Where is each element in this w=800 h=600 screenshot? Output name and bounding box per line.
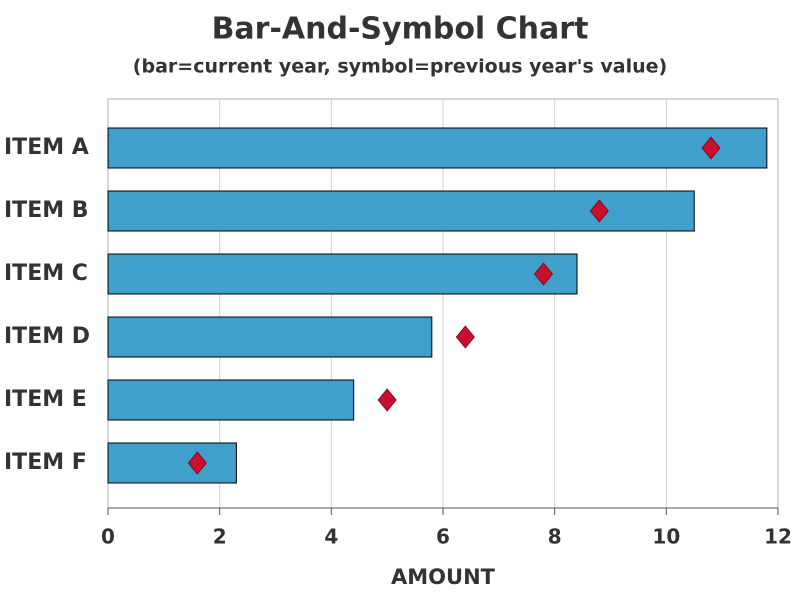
x-tick-label: 6 [436, 525, 450, 549]
y-tick-label: ITEM F [4, 450, 87, 475]
bar [107, 316, 433, 358]
symbol [533, 262, 554, 286]
x-tick-label: 12 [764, 525, 792, 549]
y-tick-label: ITEM D [4, 324, 90, 349]
y-tick-label: ITEM C [4, 261, 88, 286]
x-tick-label: 4 [324, 525, 338, 549]
y-tick-label: ITEM B [4, 198, 89, 223]
y-tick-label: ITEM E [4, 387, 87, 412]
bar [107, 442, 237, 484]
symbol [589, 199, 609, 223]
bar [107, 253, 578, 295]
x-axis-label: AMOUNT [391, 565, 496, 589]
x-tick-label: 2 [213, 525, 227, 549]
symbol [455, 325, 475, 349]
x-tick-label: 10 [652, 525, 680, 549]
bar [107, 127, 768, 169]
y-tick-label: ITEM A [4, 135, 89, 160]
chart-subtitle: (bar=current year, symbol=previous year'… [133, 56, 667, 78]
x-tick-label: 0 [101, 525, 115, 549]
symbol [187, 451, 207, 475]
symbol [377, 388, 397, 412]
symbol [701, 136, 721, 160]
bar [107, 379, 355, 421]
chart-title: Bar-And-Symbol Chart [212, 12, 589, 47]
x-tick-label: 8 [548, 525, 562, 549]
